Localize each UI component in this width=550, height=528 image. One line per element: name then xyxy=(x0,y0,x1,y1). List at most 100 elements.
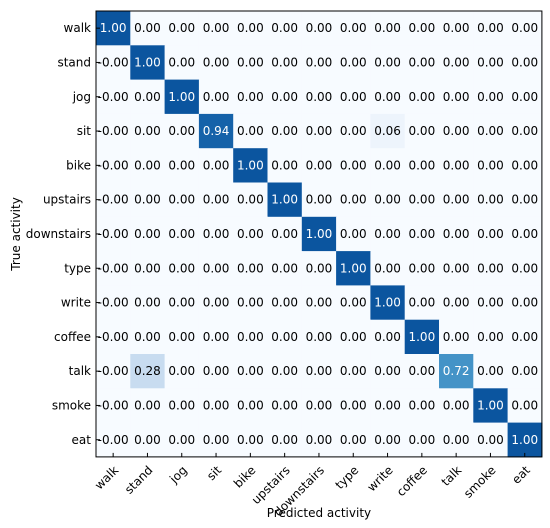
cell-jog-downstairs xyxy=(301,79,337,115)
x-tick-label-coffee: coffee xyxy=(394,463,430,499)
cell-type-walk xyxy=(96,251,131,286)
cell-value-walk-walk: 1.00 xyxy=(100,21,127,35)
cell-bike-eat xyxy=(507,148,543,183)
cell-value-walk-coffee: 0.00 xyxy=(408,21,435,35)
cell-sit-downstairs xyxy=(301,113,337,149)
cell-value-downstairs-type: 0.00 xyxy=(340,227,367,241)
cell-bike-bike xyxy=(233,148,268,183)
cell-stand-walk xyxy=(96,45,131,81)
cell-talk-walk xyxy=(96,354,131,389)
cell-value-bike-upstairs: 0.00 xyxy=(271,158,298,172)
cell-value-downstairs-bike: 0.00 xyxy=(237,227,264,241)
cell-value-walk-bike: 0.00 xyxy=(237,21,264,35)
cell-value-sit-upstairs: 0.00 xyxy=(271,124,298,138)
y-tick-label-write: write xyxy=(61,296,91,310)
cell-value-stand-eat: 0.00 xyxy=(511,55,538,69)
cell-smoke-walk xyxy=(96,388,131,424)
cell-talk-write xyxy=(370,354,406,389)
cell-value-type-downstairs: 0.00 xyxy=(306,261,333,275)
cell-value-sit-eat: 0.00 xyxy=(511,124,538,138)
cell-value-smoke-walk: -0.00 xyxy=(98,398,129,412)
cell-downstairs-downstairs xyxy=(301,216,337,252)
cell-stand-bike xyxy=(233,45,268,81)
cell-upstairs-jog xyxy=(164,182,200,218)
cell-downstairs-bike xyxy=(233,216,268,252)
cell-bike-write xyxy=(370,148,406,183)
cell-eat-downstairs xyxy=(301,422,337,458)
cell-value-upstairs-stand: 0.00 xyxy=(134,193,161,207)
cell-upstairs-downstairs xyxy=(301,182,337,218)
cell-coffee-write xyxy=(370,319,406,355)
cell-smoke-downstairs xyxy=(301,388,337,424)
cell-value-coffee-stand: 0.00 xyxy=(134,330,161,344)
cell-smoke-talk xyxy=(439,388,474,424)
cell-coffee-type xyxy=(336,319,371,355)
cell-sit-write xyxy=(370,113,406,149)
cell-value-write-walk: -0.00 xyxy=(98,296,129,310)
x-tick-label-write: write xyxy=(364,463,395,494)
cell-value-write-coffee: 0.00 xyxy=(408,296,435,310)
cell-upstairs-eat xyxy=(507,182,543,218)
cell-value-smoke-talk: 0.00 xyxy=(443,398,470,412)
cell-eat-coffee xyxy=(404,422,440,458)
cell-value-jog-smoke: 0.00 xyxy=(477,90,504,104)
cell-value-bike-write: 0.00 xyxy=(374,158,401,172)
cell-value-downstairs-stand: 0.00 xyxy=(134,227,161,241)
cell-value-coffee-coffee: 1.00 xyxy=(408,330,435,344)
y-tick-labels: walk stand jog sit bike upstairs downstairs typ… xyxy=(26,21,100,447)
cell-talk-smoke xyxy=(473,354,509,389)
cell-value-coffee-downstairs: 0.00 xyxy=(306,330,333,344)
cell-downstairs-write xyxy=(370,216,406,252)
cell-coffee-bike xyxy=(233,319,268,355)
cell-value-type-write: 0.00 xyxy=(374,261,401,275)
cell-value-write-eat: 0.00 xyxy=(511,296,538,310)
cell-downstairs-type xyxy=(336,216,371,252)
cell-type-eat xyxy=(507,251,543,286)
cell-value-talk-sit: 0.00 xyxy=(203,364,230,378)
cell-value-coffee-upstairs: 0.00 xyxy=(271,330,298,344)
cell-sit-bike xyxy=(233,113,268,149)
cell-value-eat-sit: 0.00 xyxy=(203,433,230,447)
cell-value-smoke-downstairs: 0.00 xyxy=(306,398,333,412)
cell-smoke-bike xyxy=(233,388,268,424)
cell-downstairs-jog xyxy=(164,216,200,252)
x-tick-label-talk: talk xyxy=(439,463,465,489)
cell-value-jog-type: 0.00 xyxy=(340,90,367,104)
cell-value-type-type: 1.00 xyxy=(340,261,367,275)
cell-write-smoke xyxy=(473,285,509,321)
cell-value-walk-downstairs: 0.00 xyxy=(306,21,333,35)
cell-value-downstairs-eat: 0.00 xyxy=(511,227,538,241)
cell-value-bike-bike: 1.00 xyxy=(237,158,264,172)
cell-walk-smoke xyxy=(473,11,509,46)
cell-sit-stand xyxy=(130,113,166,149)
cell-bike-stand xyxy=(130,148,166,183)
cell-value-write-smoke: 0.00 xyxy=(477,296,504,310)
cell-bike-jog xyxy=(164,148,200,183)
cell-type-jog xyxy=(164,251,200,286)
cell-talk-coffee xyxy=(404,354,440,389)
cell-bike-talk xyxy=(439,148,474,183)
cell-value-downstairs-write: 0.00 xyxy=(374,227,401,241)
cell-downstairs-stand xyxy=(130,216,166,252)
cell-value-type-stand: 0.00 xyxy=(134,261,161,275)
cell-upstairs-bike xyxy=(233,182,268,218)
cell-value-walk-sit: 0.00 xyxy=(203,21,230,35)
cell-value-smoke-write: 0.00 xyxy=(374,398,401,412)
cell-downstairs-sit xyxy=(198,216,234,252)
cell-type-coffee xyxy=(404,251,440,286)
cell-value-talk-type: 0.00 xyxy=(340,364,367,378)
cell-upstairs-walk xyxy=(96,182,131,218)
cell-downstairs-talk xyxy=(439,216,474,252)
cell-value-type-eat: 0.00 xyxy=(511,261,538,275)
cell-value-jog-talk: 0.00 xyxy=(443,90,470,104)
cell-value-stand-bike: 0.00 xyxy=(237,55,264,69)
cell-write-coffee xyxy=(404,285,440,321)
cell-write-write xyxy=(370,285,406,321)
cell-jog-eat xyxy=(507,79,543,115)
cell-value-eat-coffee: 0.00 xyxy=(408,433,435,447)
cell-value-jog-stand: 0.00 xyxy=(134,90,161,104)
cell-coffee-coffee xyxy=(404,319,440,355)
cell-walk-coffee xyxy=(404,11,440,46)
cell-talk-sit xyxy=(198,354,234,389)
